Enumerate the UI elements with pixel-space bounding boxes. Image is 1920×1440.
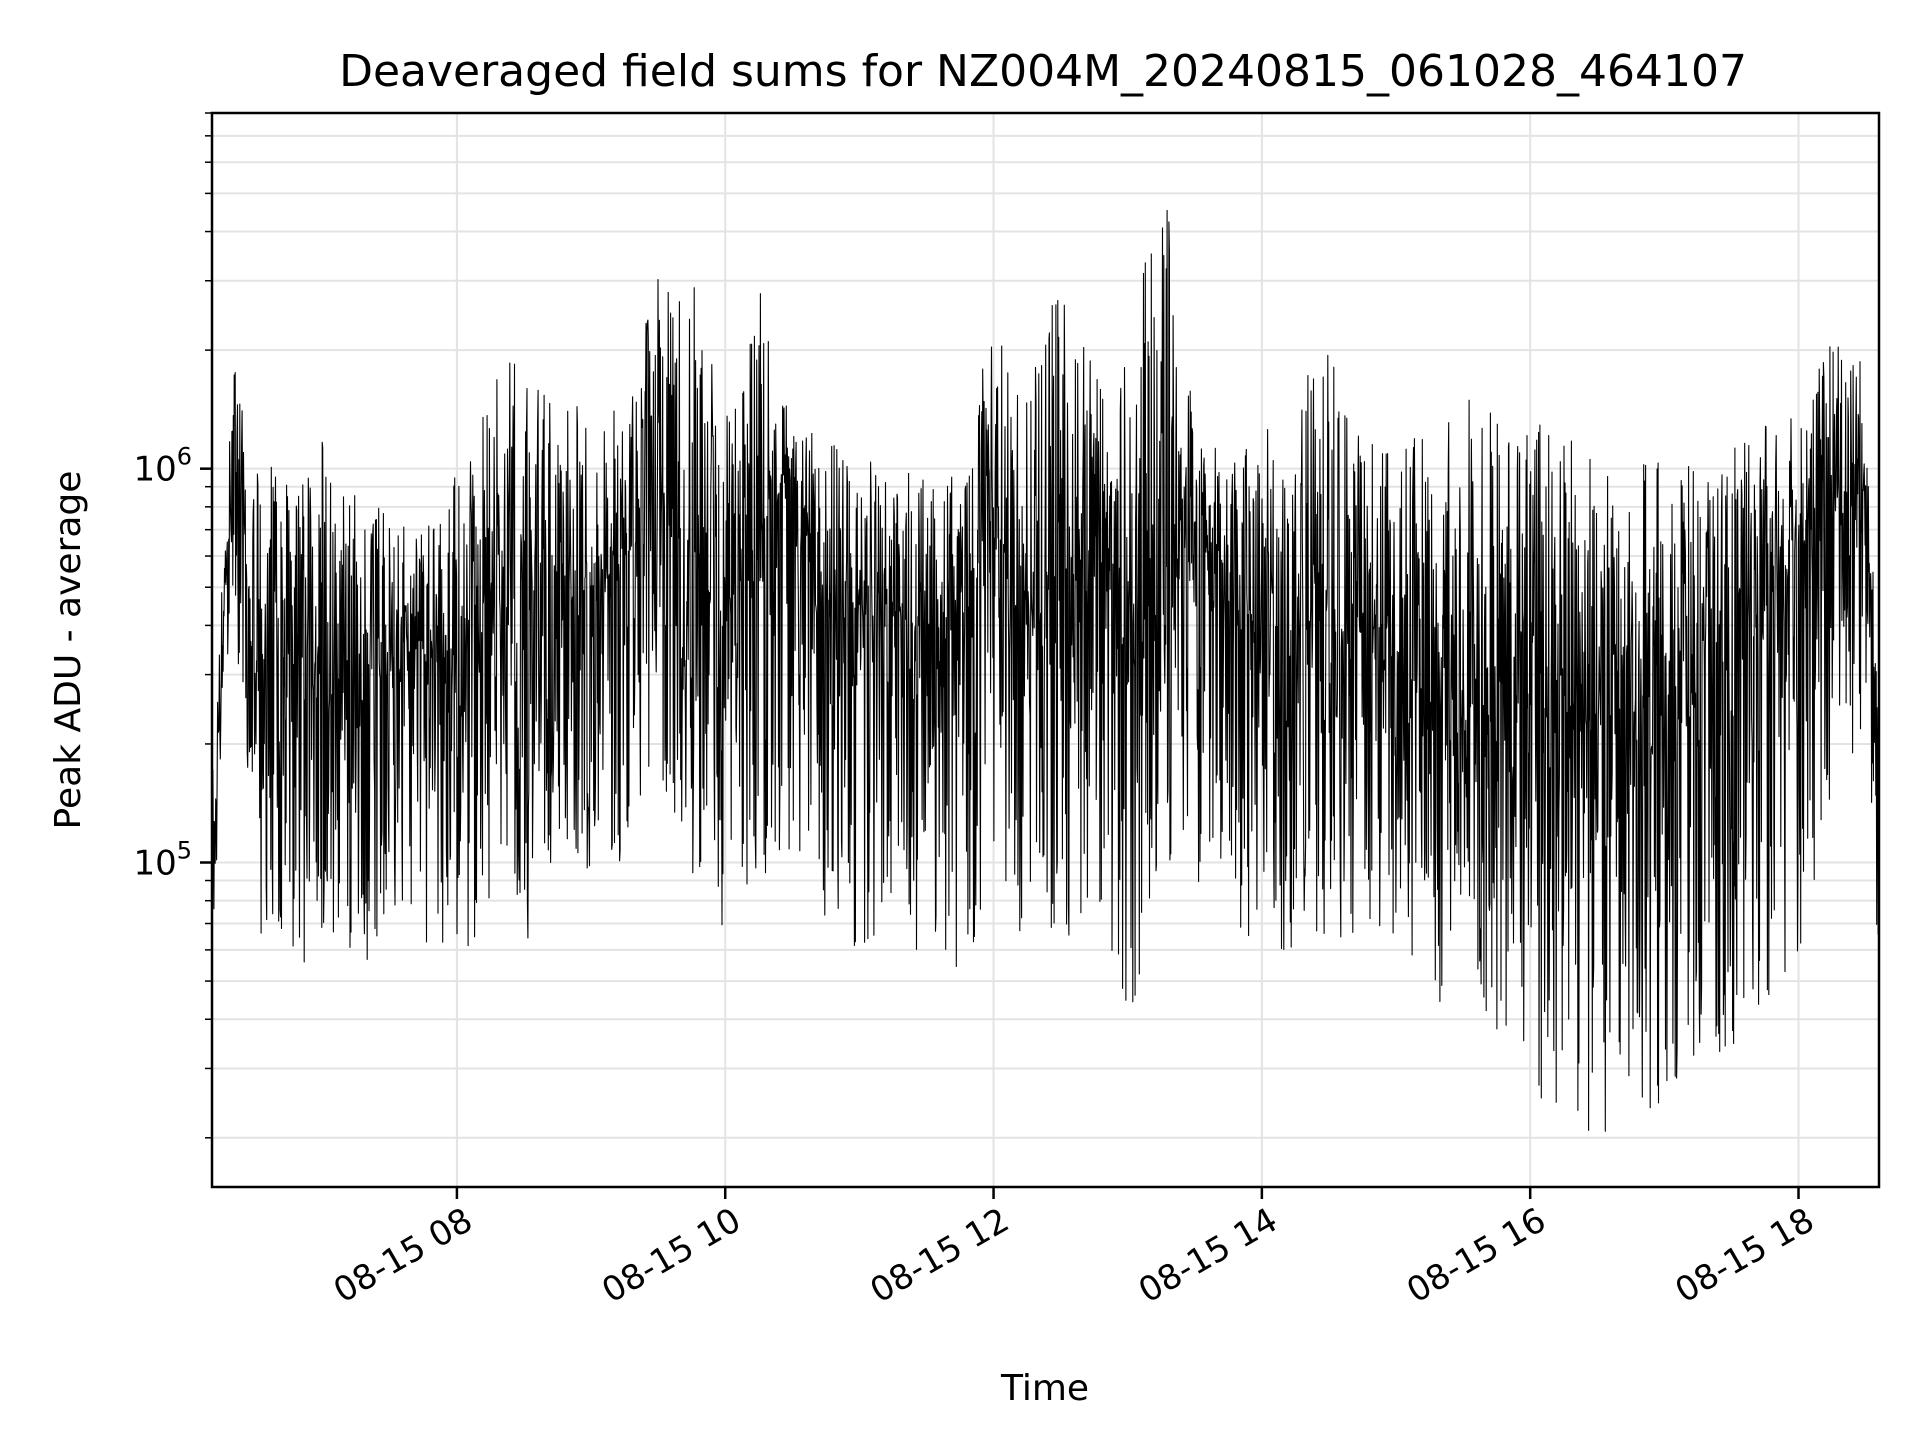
- y-axis-label: Peak ADU - average: [48, 471, 89, 830]
- chart-title: Deaveraged field sums for NZ004M_2024081…: [339, 46, 1747, 97]
- series-line: [212, 209, 1879, 1132]
- y-tick-label: 105: [133, 837, 192, 884]
- y-axis: 105 106: [133, 112, 212, 1139]
- x-axis-label: Time: [1000, 1368, 1089, 1409]
- series-layer: [212, 209, 1879, 1132]
- plot-frame: [210, 111, 1881, 1189]
- y-tick-label: 106: [133, 443, 192, 490]
